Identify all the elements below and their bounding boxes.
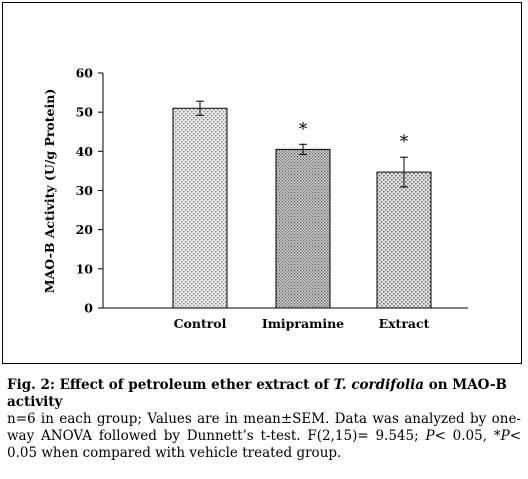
- figure-caption: Fig. 2: Effect of petroleum ether extrac…: [7, 377, 521, 462]
- caption-p-symbol-2: P: [500, 428, 510, 444]
- y-tick-label: 40: [76, 144, 94, 159]
- y-tick-label: 30: [76, 183, 94, 198]
- caption-species: T. cordifolia: [333, 377, 425, 393]
- x-tick-label: Extract: [379, 316, 430, 331]
- bar-control: [172, 107, 228, 309]
- caption-fig-label: Fig. 2: Effect of petroleum ether extrac…: [7, 377, 334, 393]
- caption-note: n=6 in each group; Values are in mean±SE…: [7, 411, 521, 462]
- caption-p-text-1: < 0.05, *: [434, 428, 501, 444]
- y-tick-label: 50: [76, 105, 94, 120]
- y-tick-label: 60: [76, 66, 94, 81]
- bar-chart: MAO-B Activity (U/g Protein) 0 10 20 30 40 50…: [42, 66, 468, 331]
- caption-p-symbol-1: P: [425, 428, 435, 444]
- x-axis-labels: Control Imipramine Extract: [174, 316, 430, 331]
- y-tick-label: 20: [76, 222, 94, 237]
- caption-note-line: n=6 in each group; Values are in mean±SE…: [7, 411, 521, 444]
- bar-extract: [376, 171, 432, 309]
- caption-p-text-2: < 0.05 when compared with vehicle treate…: [7, 428, 521, 461]
- x-tick-label: Control: [174, 316, 227, 331]
- y-tick-label: 10: [76, 261, 94, 276]
- caption-title: Fig. 2: Effect of petroleum ether extrac…: [7, 377, 521, 411]
- bars: **: [172, 100, 432, 309]
- y-axis-ticks: 0 10 20 30 40 50 60: [76, 66, 103, 316]
- y-axis-label: MAO-B Activity (U/g Protein): [42, 89, 57, 294]
- significance-marker: *: [400, 132, 409, 152]
- chart-frame: MAO-B Activity (U/g Protein) 0 10 20 30 40 50…: [2, 2, 522, 364]
- bar-imipramine: [275, 148, 331, 309]
- x-tick-label: Imipramine: [262, 316, 344, 331]
- caption-fig-tail: on MAO-B activity: [7, 377, 507, 410]
- significance-marker: *: [299, 119, 308, 139]
- y-tick-label: 0: [84, 301, 93, 316]
